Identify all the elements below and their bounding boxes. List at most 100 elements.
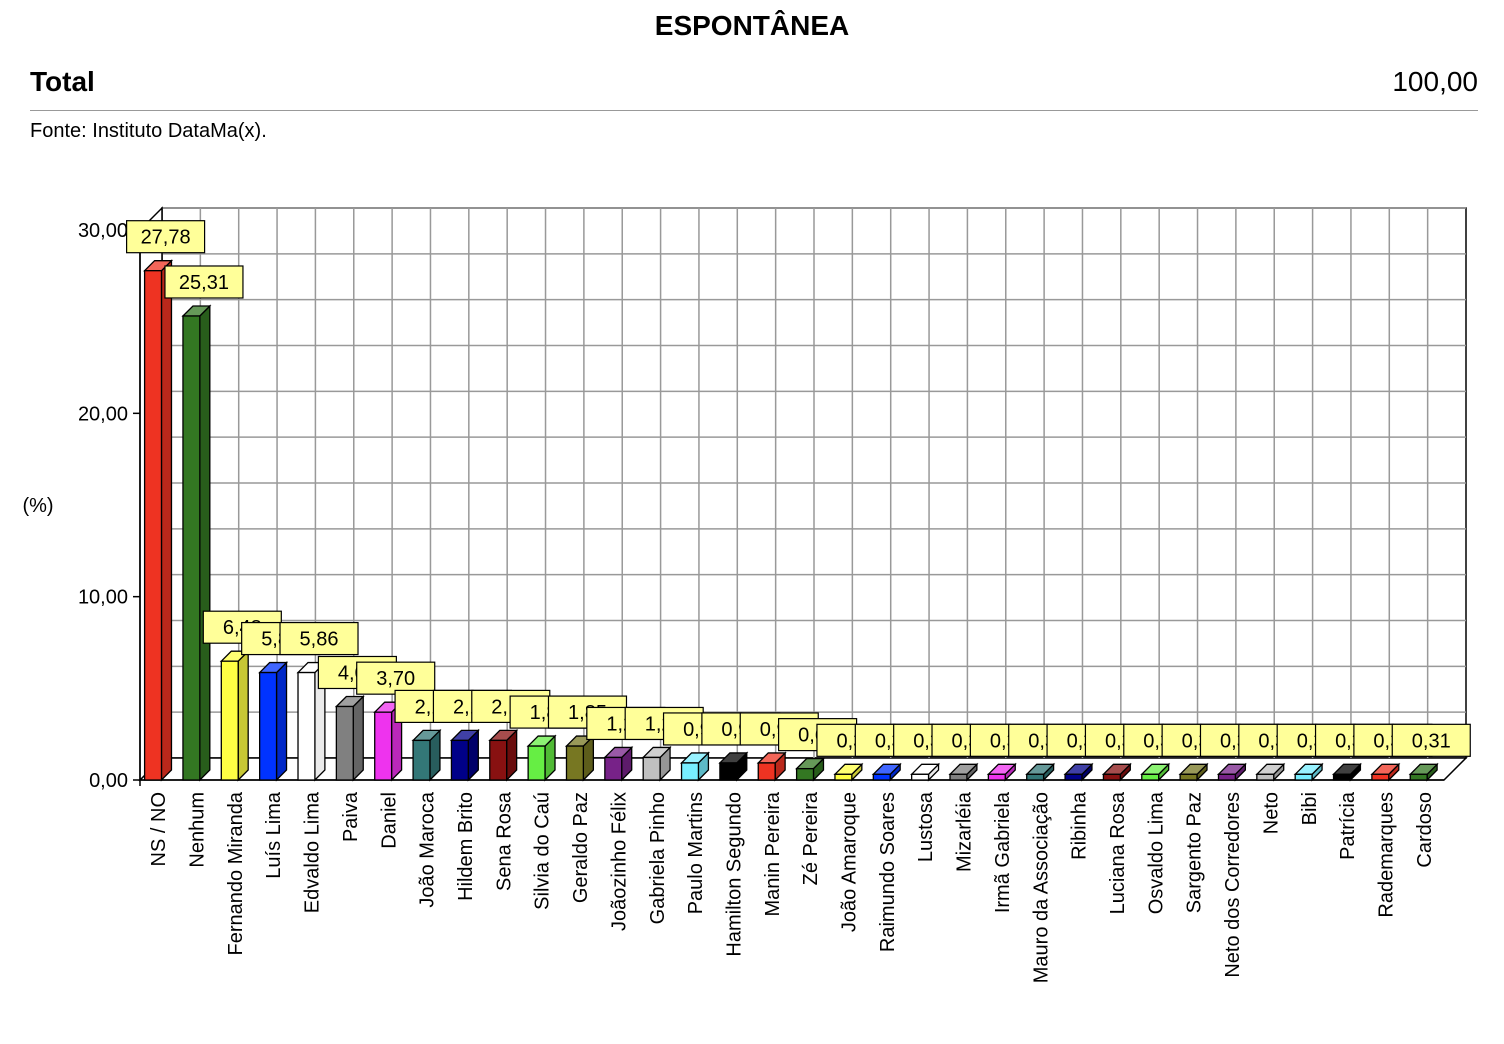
category-label: Neto [1260, 792, 1282, 834]
value-label: 3,70 [356, 661, 436, 695]
category-label: Mauro da Associação [1030, 792, 1052, 983]
bar [910, 762, 941, 782]
bar-front [949, 773, 968, 781]
value-label-box [126, 220, 206, 254]
bar [833, 762, 864, 782]
bar [641, 745, 672, 782]
bar-front [412, 739, 431, 781]
total-value: 100,00 [1392, 66, 1478, 97]
value-label-box [164, 265, 244, 299]
bar-front [911, 773, 930, 781]
value-label-box [356, 661, 436, 695]
value-label: 25,31 [164, 265, 244, 299]
total-label: Total [30, 66, 95, 97]
category-label: Lustosa [915, 791, 937, 862]
category-label: Fernando Miranda [225, 791, 247, 955]
bar [1331, 762, 1362, 782]
category-label: Nenhum [187, 792, 209, 868]
source-note: Fonte: Instituto DataMa(x). [30, 120, 267, 142]
bar [948, 762, 979, 782]
bar [526, 734, 557, 782]
category-label: Paulo Martins [685, 792, 707, 914]
bar [986, 762, 1017, 782]
bar-front [1256, 773, 1275, 781]
category-label: Osvaldo Lima [1145, 791, 1167, 914]
bar [449, 728, 480, 782]
bar [373, 700, 404, 782]
bar-front [1371, 773, 1390, 781]
bar-front [872, 773, 891, 781]
bar-front [297, 671, 316, 781]
bar-front [1026, 773, 1045, 781]
value-label-text: 0,31 [1412, 730, 1451, 752]
bar-front [182, 315, 201, 781]
category-label: João Amaroque [839, 792, 861, 932]
category-label: Joãozinho Félix [608, 792, 630, 931]
bar-front [795, 767, 815, 781]
category-label: Manin Pereira [762, 791, 784, 916]
bar-front [1332, 773, 1352, 781]
bar [1063, 762, 1094, 782]
bar [564, 734, 595, 782]
bar [1101, 762, 1132, 782]
category-label: Paiva [340, 791, 362, 842]
category-label: Hamilton Segundo [723, 792, 745, 957]
bar [1255, 762, 1286, 782]
bar-front [565, 745, 585, 781]
bar-front [757, 762, 776, 781]
category-label: Irmã Gabriela [992, 791, 1014, 913]
bar-front [719, 762, 738, 781]
bar-front [335, 705, 354, 781]
bar [1178, 762, 1209, 782]
category-label: Zé Pereira [800, 791, 822, 885]
category-label: Hildem Brito [455, 792, 477, 901]
category-label: Ribinha [1069, 791, 1091, 860]
category-label: João Maroca [417, 791, 439, 907]
bar-front [259, 671, 278, 781]
y-tick-label: 30,00 [78, 220, 128, 242]
category-label: Sargento Paz [1184, 792, 1206, 913]
bar [411, 728, 442, 782]
category-label: Rademarques [1375, 792, 1397, 918]
category-label: Luís Lima [263, 791, 285, 879]
bar-side [352, 694, 364, 782]
bar [334, 694, 365, 782]
category-label: Patrícia [1337, 791, 1359, 860]
category-label: Neto dos Corredores [1222, 792, 1244, 978]
category-label: Silvia do Caú [532, 792, 554, 910]
bar-side [160, 259, 173, 782]
bar-front [604, 756, 623, 781]
bar-front [987, 773, 1006, 781]
bar [1140, 762, 1171, 782]
value-label-text: 25,31 [179, 272, 229, 294]
bar [258, 660, 289, 782]
value-label-box [279, 621, 359, 656]
bar [718, 751, 749, 782]
category-label: Edvaldo Lima [302, 791, 324, 913]
category-label: Luciana Rosa [1107, 791, 1129, 914]
bar [679, 751, 710, 782]
value-label-text: 27,78 [141, 227, 191, 249]
y-axis-label: (%) [22, 495, 53, 517]
category-label: Mizarléia [954, 791, 976, 872]
category-label: Geraldo Paz [570, 792, 592, 903]
category-label: Sena Rosa [493, 791, 515, 891]
category-label: NS / NO [148, 792, 170, 866]
bar [1293, 762, 1324, 782]
category-label: Raimundo Soares [877, 792, 899, 952]
value-label: 5,86 [279, 621, 359, 656]
y-tick-label: 20,00 [78, 403, 128, 425]
value-label-box [1391, 723, 1471, 757]
bar-front [1064, 773, 1083, 781]
category-label: Daniel [378, 792, 400, 849]
header-divider [30, 110, 1478, 111]
value-label: 27,78 [126, 220, 206, 254]
bar-front [450, 739, 469, 781]
bar [1370, 762, 1401, 782]
bar-front [642, 756, 661, 781]
value-label-text: 5,86 [300, 629, 339, 651]
bar [181, 304, 212, 782]
bar-side [275, 660, 288, 782]
bar-side [237, 649, 249, 782]
